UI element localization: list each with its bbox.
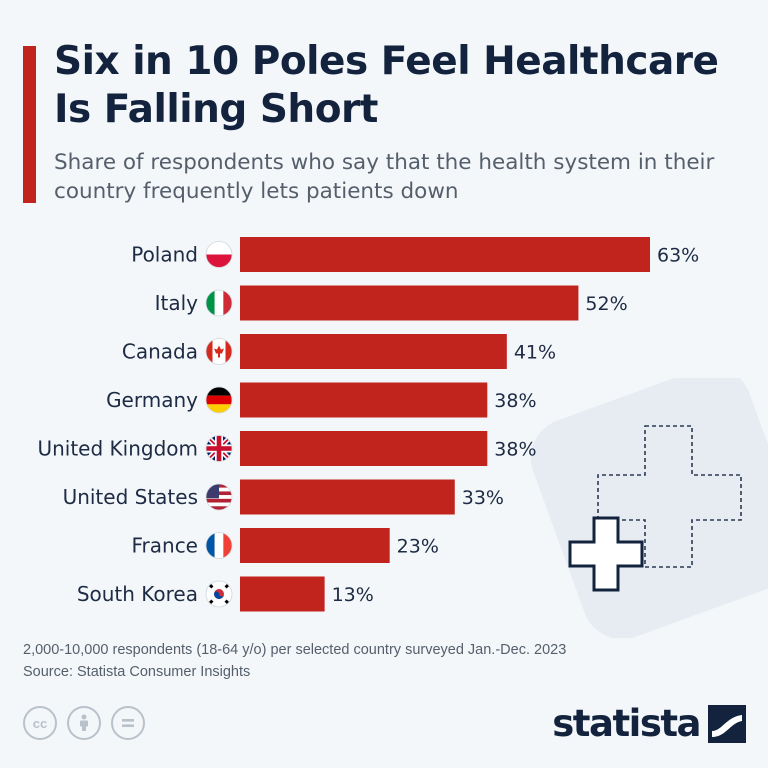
value-label: 23% [397, 536, 439, 558]
poland-flag [205, 241, 233, 268]
germany-flag [205, 386, 233, 414]
chart-row: United Kingdom 38% [37, 431, 537, 466]
footnote: 2,000-10,000 respondents (18-64 y/o) per… [23, 639, 566, 683]
source-note: Source: Statista Consumer Insights [23, 664, 251, 680]
canada-flag [205, 338, 233, 365]
value-label: 63% [657, 245, 699, 267]
brand-name: statista [552, 702, 701, 745]
attribution-icon[interactable] [67, 706, 101, 740]
license-icons: cc [23, 706, 145, 740]
chart-row: Germany 38% [106, 382, 537, 418]
category-label: France [131, 534, 198, 558]
chart-row: United States 33% [63, 479, 504, 515]
chart-row: Italy 52% [155, 285, 628, 321]
survey-note: 2,000-10,000 respondents (18-64 y/o) per… [23, 642, 567, 658]
chart-row: Canada 41% [122, 334, 556, 369]
chart-row: Poland 63% [131, 237, 699, 272]
category-label: United States [63, 485, 198, 509]
medical-cross-background-icon [530, 378, 768, 638]
chart-row: France 23% [131, 528, 439, 563]
bar [240, 237, 650, 272]
statista-mark-icon [708, 705, 746, 743]
category-label: Canada [122, 340, 198, 364]
value-label: 38% [494, 439, 536, 461]
uk-flag [205, 435, 233, 462]
category-label: Germany [106, 388, 198, 412]
value-label: 52% [585, 293, 627, 315]
bar [240, 334, 507, 369]
no-derivatives-icon[interactable] [111, 706, 145, 740]
category-label: United Kingdom [37, 437, 198, 461]
category-label: Italy [155, 291, 199, 315]
page-title: Six in 10 Poles Feel Healthcare Is Falli… [54, 39, 719, 132]
italy-flag [205, 289, 233, 317]
creative-commons-icon[interactable]: cc [23, 706, 57, 740]
value-label: 38% [494, 390, 536, 412]
page-subtitle: Share of respondents who say that the he… [54, 150, 715, 204]
bar [240, 285, 579, 321]
statista-logo[interactable]: statista [552, 700, 746, 748]
value-label: 41% [514, 342, 556, 364]
chart-row: South Korea 13% [77, 576, 374, 612]
usa-flag [205, 483, 233, 511]
value-label: 33% [462, 487, 504, 509]
bar [240, 479, 455, 515]
south-korea-flag [205, 580, 233, 608]
category-label: South Korea [77, 582, 198, 606]
bar [240, 528, 390, 563]
bar [240, 576, 325, 612]
bar [240, 431, 488, 466]
bar [240, 382, 488, 418]
category-label: Poland [131, 243, 198, 267]
title-accent-bar [23, 46, 36, 203]
value-label: 13% [332, 584, 374, 606]
france-flag [205, 532, 233, 559]
